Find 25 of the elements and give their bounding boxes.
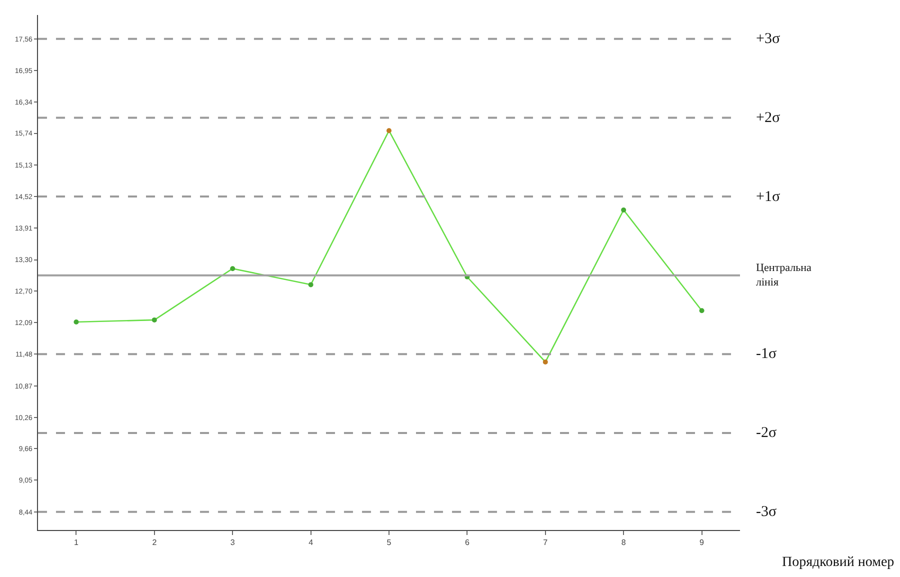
x-tick-label: 6 [464,538,470,547]
x-tick-label: 1 [74,538,80,547]
ref-line-label: +1σ [756,189,780,205]
x-tick-label: 5 [386,538,392,547]
x-tick-label: 3 [230,538,236,547]
point [152,317,157,322]
ref-line-label: -3σ [756,504,777,520]
point [542,359,548,364]
point [74,320,79,325]
ref-line-label: +3σ [756,31,780,47]
ref-line-label: +2σ [756,110,780,126]
x-tick-label: 7 [543,538,548,547]
point [230,266,236,272]
ref-line-label: -1σ [756,346,777,362]
x-tick-label: 8 [621,538,626,547]
x-tick-label: 2 [152,538,158,547]
x-tick-label: 4 [308,538,314,547]
ref-line-label: -2σ [756,425,777,441]
point [386,128,392,134]
point [699,308,704,314]
point [621,208,626,213]
ref-line-label: Центральна лінія [756,262,812,288]
x-axis-title: Порядковий номер [782,555,894,570]
x-tick-label: 9 [700,538,705,547]
point [308,282,314,288]
